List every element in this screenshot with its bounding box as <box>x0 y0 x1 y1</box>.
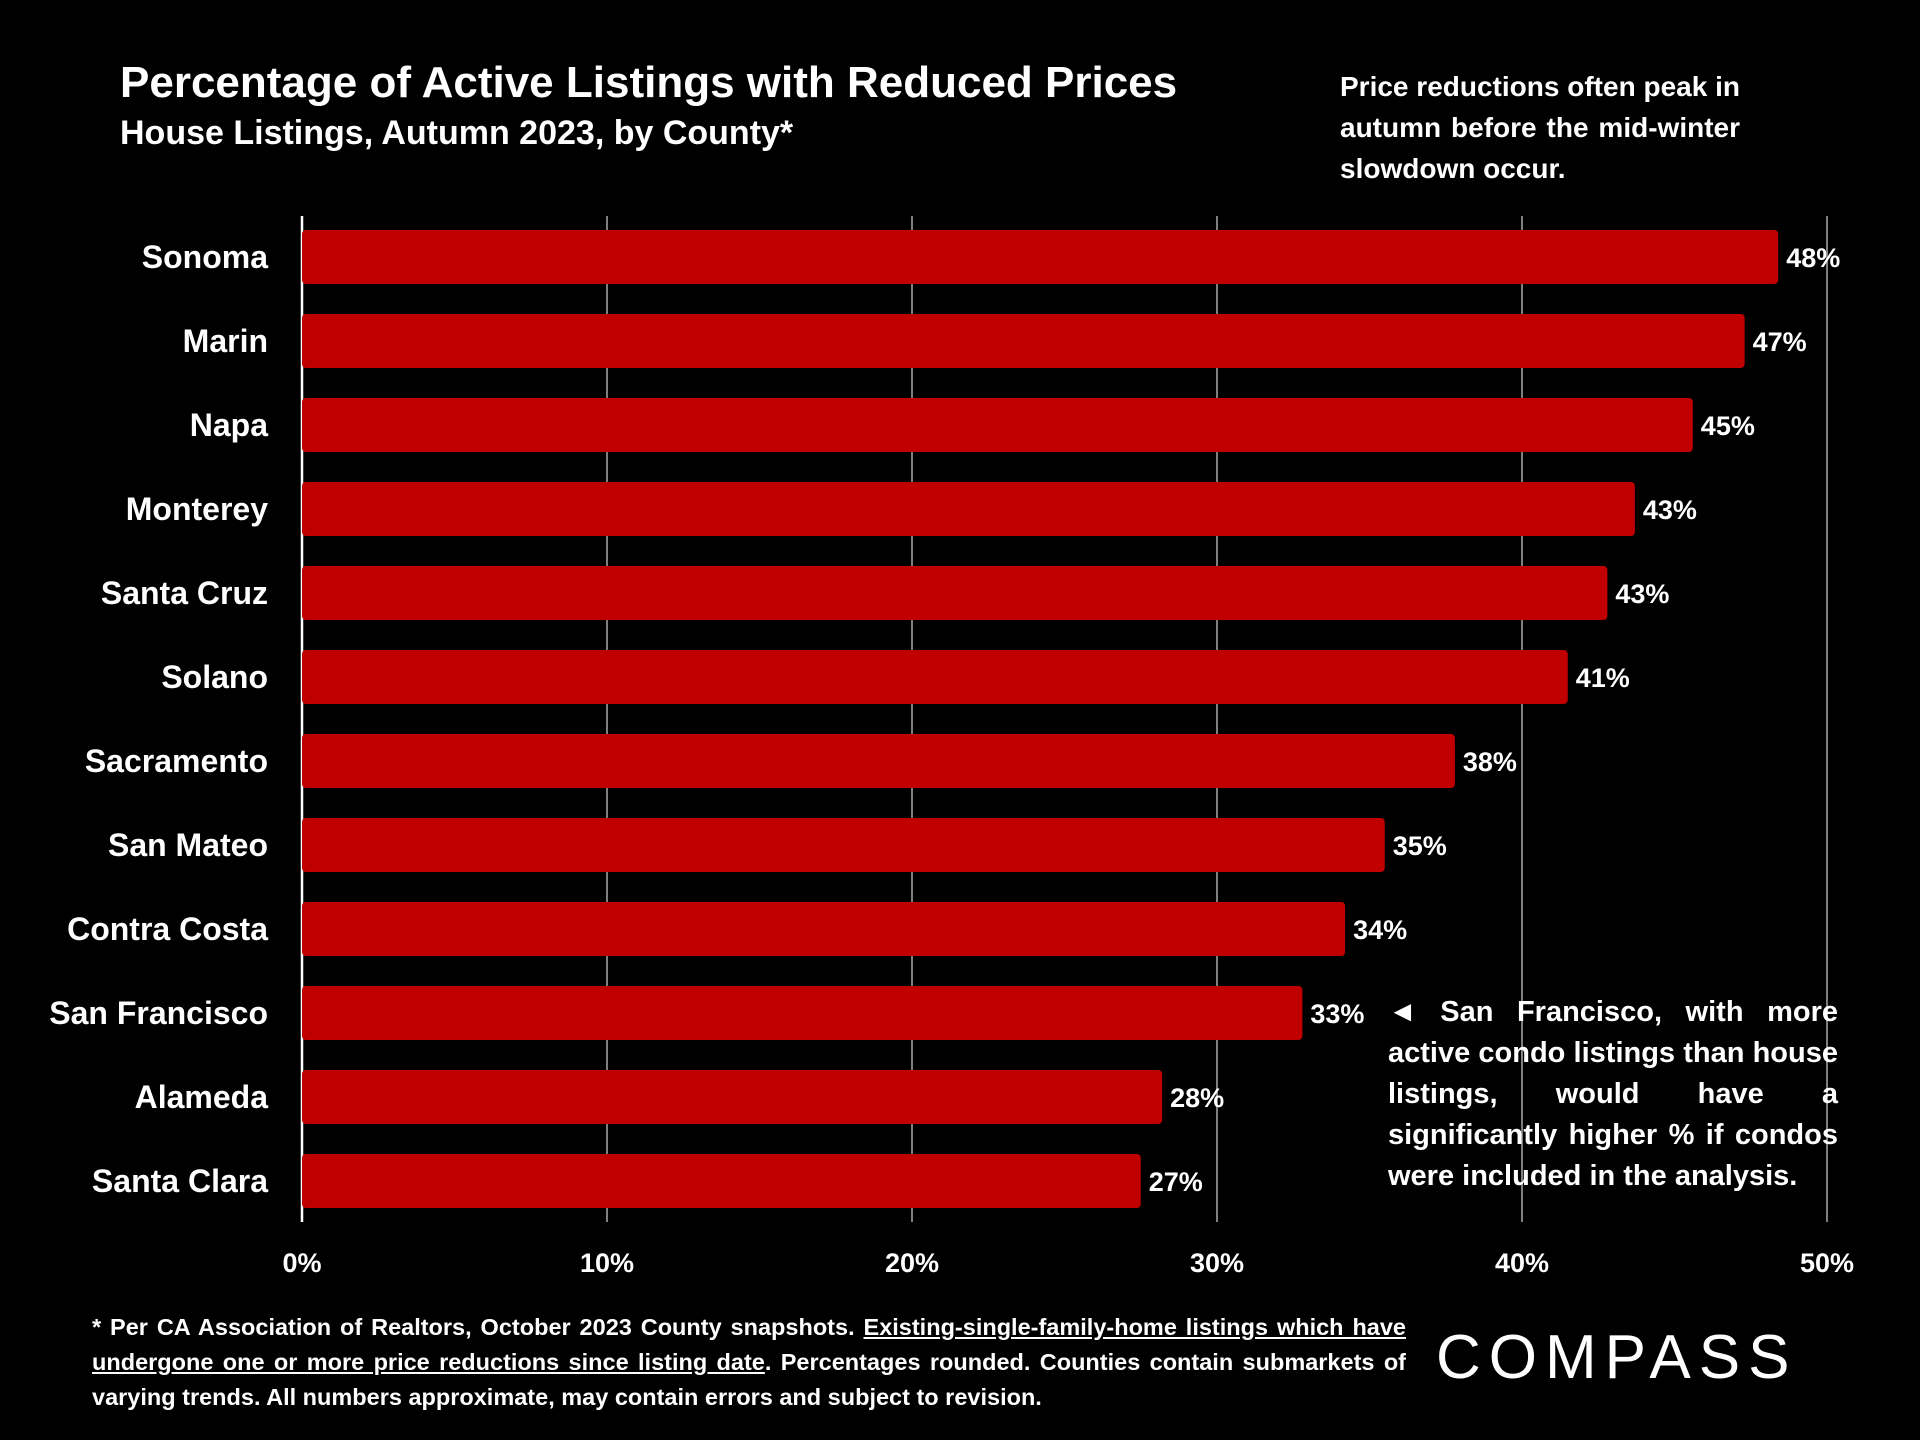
category-label: Santa Clara <box>92 1163 268 1199</box>
data-label: 35% <box>1393 831 1447 861</box>
category-label: San Francisco <box>49 995 268 1031</box>
data-label: 34% <box>1353 915 1407 945</box>
seasonal-note: Price reductions often peak in autumn be… <box>1340 71 1740 184</box>
data-label: 33% <box>1310 999 1364 1029</box>
data-label: 28% <box>1170 1083 1224 1113</box>
x-tick-label: 40% <box>1495 1248 1549 1278</box>
bar <box>302 314 1745 368</box>
data-label: 43% <box>1615 579 1669 609</box>
category-label: Contra Costa <box>67 911 268 947</box>
category-label: Sonoma <box>142 239 268 275</box>
data-label: 38% <box>1463 747 1517 777</box>
data-label: 43% <box>1643 495 1697 525</box>
x-tick-label: 30% <box>1190 1248 1244 1278</box>
category-label: Napa <box>190 407 268 443</box>
bar-chart: 0% 10% 20% 30% 40% 50% Sonoma 48% Marin 47% Napa 45… <box>49 216 1854 1278</box>
data-label: 41% <box>1576 663 1630 693</box>
chart-subtitle: House Listings, Autumn 2023, by County* <box>120 114 794 152</box>
category-label: Marin <box>183 323 268 359</box>
bar <box>302 1070 1163 1124</box>
compass-logo: COMPASS <box>1436 1323 1798 1392</box>
x-tick-label: 10% <box>580 1248 634 1278</box>
footnote-part1: * Per CA Association of Realtors, Octobe… <box>92 1314 864 1340</box>
bar <box>302 734 1455 788</box>
x-tick-label: 20% <box>885 1248 939 1278</box>
category-label: Solano <box>161 659 268 695</box>
category-label: Santa Cruz <box>101 575 268 611</box>
bar <box>302 398 1693 452</box>
footnote-underlined: Existing-single-family-home listings whi… <box>92 1314 1407 1375</box>
chart-title: Percentage of Active Listings with Reduc… <box>120 58 1178 107</box>
bar <box>302 482 1635 536</box>
bar <box>302 650 1568 704</box>
bar <box>302 986 1303 1040</box>
data-label: 48% <box>1786 243 1840 273</box>
x-tick-label: 0% <box>282 1248 321 1278</box>
bar <box>302 230 1779 284</box>
category-label: Alameda <box>135 1079 269 1115</box>
data-label: 47% <box>1753 327 1807 357</box>
data-label: 27% <box>1149 1167 1203 1197</box>
category-label: Sacramento <box>85 743 268 779</box>
san-francisco-note: ◄ San Francisco, with more active condo … <box>1388 996 1838 1192</box>
bar <box>302 902 1346 956</box>
x-tick-label: 50% <box>1800 1248 1854 1278</box>
data-label: 45% <box>1701 411 1755 441</box>
category-label: San Mateo <box>108 827 268 863</box>
bar <box>302 566 1608 620</box>
bar <box>302 1154 1141 1208</box>
footnote-part2: . Percentages rounded. Counties contain … <box>92 1349 1406 1410</box>
bar <box>302 818 1385 872</box>
footnote: * Per CA Association of Realtors, Octobe… <box>92 1310 1406 1415</box>
category-label: Monterey <box>126 491 268 527</box>
